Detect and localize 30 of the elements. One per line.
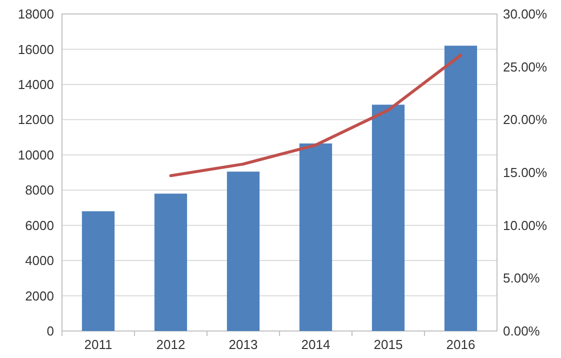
- bar: [154, 194, 188, 331]
- y-tick-label: 16000: [18, 42, 54, 57]
- x-tick-label: 2014: [301, 337, 330, 352]
- bar: [372, 104, 405, 331]
- y2-tick-label: 30.00%: [503, 6, 548, 22]
- y-tick-label: 2000: [25, 288, 54, 304]
- bar: [226, 172, 260, 331]
- x-tick-label: 2012: [156, 337, 186, 352]
- y2-tick-label: 25.00%: [503, 59, 548, 74]
- y2-tick-label: 20.00%: [503, 112, 548, 128]
- line-series: [169, 54, 462, 178]
- x-tick-label: 2016: [446, 337, 476, 352]
- x-tick-label: 2015: [374, 337, 403, 352]
- bar: [82, 211, 115, 331]
- x-tick-label: 2011: [84, 337, 112, 352]
- y-tick-label: 6000: [25, 218, 54, 233]
- y-tick-label: 12000: [18, 112, 54, 128]
- y2-tick-label: 5.00%: [503, 270, 540, 286]
- bar: [299, 143, 332, 331]
- y-tick-label: 4000: [25, 253, 54, 268]
- y2-tick-label: 15.00%: [503, 165, 548, 180]
- bar: [444, 46, 478, 331]
- x-tick-label: 2013: [228, 337, 258, 352]
- y2-tick-label: 0.00%: [503, 324, 540, 339]
- y-tick-label: 14000: [18, 76, 54, 92]
- y-tick-label: 0: [46, 324, 54, 339]
- y-tick-label: 18000: [18, 6, 54, 22]
- y-tick-label: 8000: [25, 182, 54, 198]
- y-tick-label: 10000: [18, 147, 54, 162]
- y2-tick-label: 10.00%: [503, 218, 548, 233]
